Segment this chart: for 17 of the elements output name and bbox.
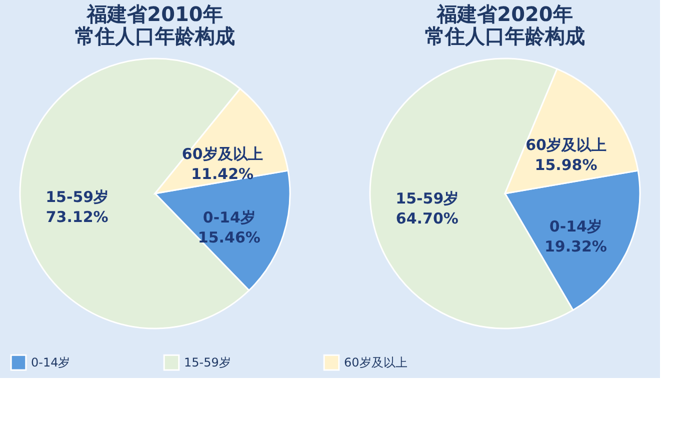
data-label: 73.12% bbox=[46, 208, 108, 226]
chart-title: 福建省2020年常住人口年龄构成 bbox=[425, 2, 585, 48]
data-label: 11.42% bbox=[191, 165, 254, 184]
chart-title: 福建省2010年常住人口年龄构成 bbox=[75, 2, 235, 48]
legend-label: 0-14岁 bbox=[31, 356, 70, 370]
slice-label: 0-14岁 bbox=[549, 217, 602, 236]
slice-label: 15-59岁 bbox=[46, 188, 109, 206]
slice-label: 15-59岁 bbox=[396, 190, 459, 208]
data-label: 64.70% bbox=[396, 210, 458, 228]
legend-label: 60岁及以上 bbox=[344, 356, 408, 370]
slice-label: 60岁及以上 bbox=[526, 136, 606, 154]
data-label: 15.46% bbox=[198, 228, 260, 247]
slice-label: 0-14岁 bbox=[202, 208, 256, 227]
legend-label: 15-59岁 bbox=[184, 356, 231, 370]
slice-label: 60岁及以上 bbox=[182, 145, 263, 164]
data-label: 15.98% bbox=[534, 156, 598, 174]
data-label: 19.32% bbox=[544, 237, 607, 256]
